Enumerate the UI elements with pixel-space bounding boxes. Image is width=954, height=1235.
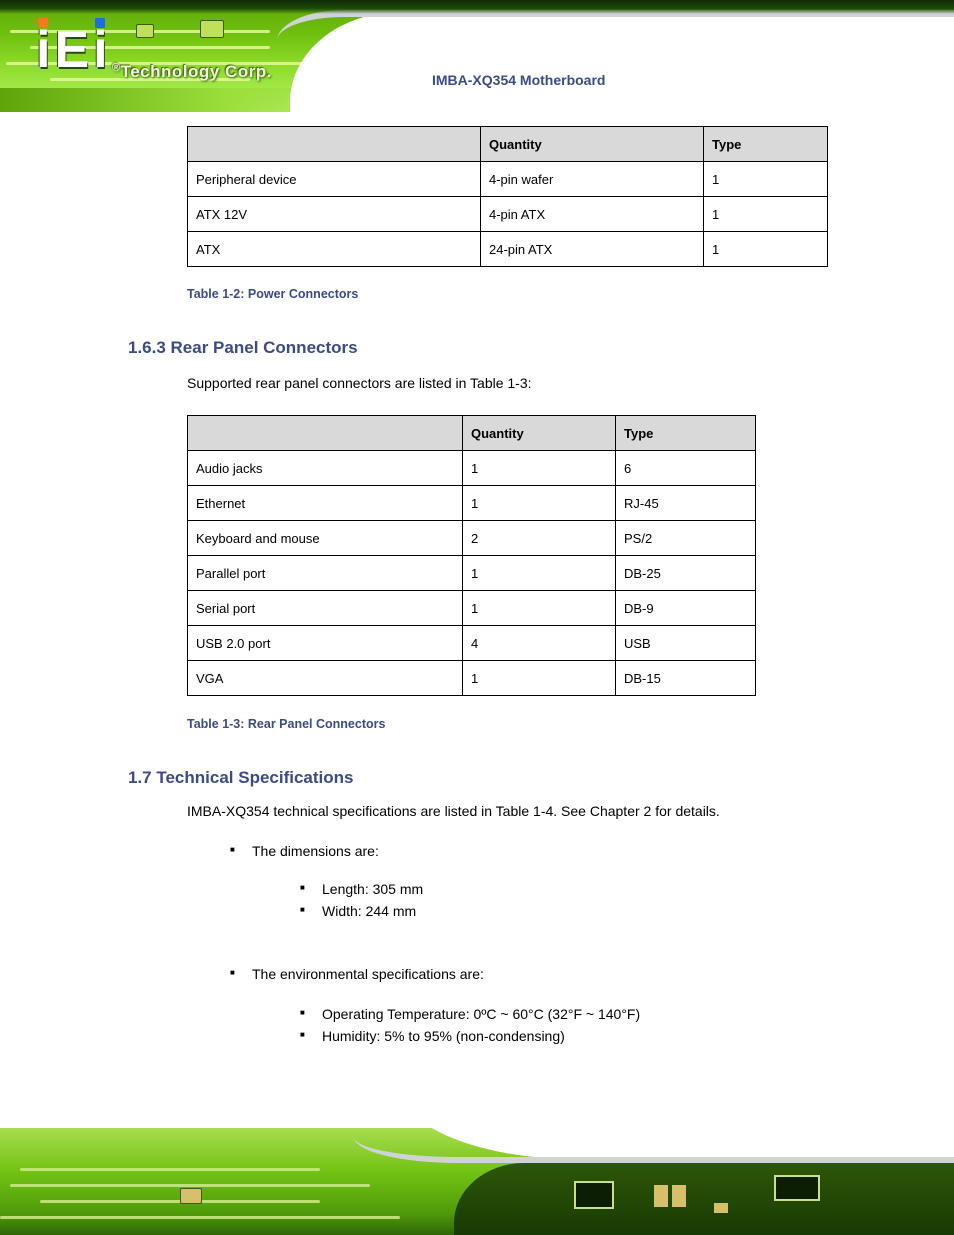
cell-label: ATX 12V <box>188 197 481 232</box>
table-row: ATX 12V 4-pin ATX 1 <box>188 197 828 232</box>
table-caption: Table 1-2: Power Connectors <box>187 287 358 301</box>
cell-label: ATX <box>188 232 481 267</box>
power-connectors-table: Quantity Type Peripheral device 4-pin wa… <box>187 126 828 267</box>
cell-type: USB <box>616 626 756 661</box>
table-row: Serial port1DB-9 <box>188 591 756 626</box>
dimensions-list: The dimensions are: <box>230 843 379 883</box>
pcb-trace <box>20 1168 320 1171</box>
list-item: The dimensions are: <box>230 843 379 859</box>
cell-type: 1 <box>704 232 828 267</box>
brand-subtitle-text: Technology Corp. <box>121 62 272 81</box>
table-row: ATX 24-pin ATX 1 <box>188 232 828 267</box>
header-pcb-band: i E i ®Technology Corp. <box>0 0 954 112</box>
cell-qty: 4-pin ATX <box>481 197 704 232</box>
cell-type: 1 <box>704 197 828 232</box>
table-row: Keyboard and mouse2PS/2 <box>188 521 756 556</box>
table-row: Audio jacks16 <box>188 451 756 486</box>
cell-qty: 24-pin ATX <box>481 232 704 267</box>
environment-list: The environmental specifications are: <box>230 966 484 1006</box>
col-quantity: Quantity <box>481 127 704 162</box>
cell-qty: 4-pin wafer <box>481 162 704 197</box>
chip-icon <box>574 1181 614 1209</box>
logo-glyph: E <box>54 24 89 76</box>
cell-type: 6 <box>616 451 756 486</box>
cell-label: Parallel port <box>188 556 463 591</box>
cell-qty: 2 <box>463 521 616 556</box>
footer-swoop-edge <box>354 1137 954 1163</box>
pcb-pad <box>714 1203 728 1213</box>
logo-glyph: i <box>36 21 50 79</box>
pcb-pad <box>200 20 224 38</box>
product-title: IMBA-XQ354 Motherboard <box>432 72 605 88</box>
cell-label: Audio jacks <box>188 451 463 486</box>
logo-glyph: i <box>93 21 107 79</box>
list-item: Length: 305 mm <box>300 881 423 897</box>
footer-pcb-band <box>0 1128 954 1235</box>
cell-label: Ethernet <box>188 486 463 521</box>
pcb-trace <box>10 1184 370 1187</box>
table-row: Ethernet1RJ-45 <box>188 486 756 521</box>
table-header-row: Quantity Type <box>188 127 828 162</box>
footer-dark-panel <box>454 1163 954 1235</box>
table-row: Parallel port1DB-25 <box>188 556 756 591</box>
table-caption: Table 1-3: Rear Panel Connectors <box>187 717 385 731</box>
registered-icon: ® <box>112 62 121 74</box>
cell-label: Serial port <box>188 591 463 626</box>
table-row: Peripheral device 4-pin wafer 1 <box>188 162 828 197</box>
cell-label: USB 2.0 port <box>188 626 463 661</box>
brand-subtitle: ®Technology Corp. <box>112 62 272 82</box>
cell-qty: 1 <box>463 556 616 591</box>
rear-connectors-table: Quantity Type Audio jacks16 Ethernet1RJ-… <box>187 415 756 696</box>
cell-qty: 1 <box>463 661 616 696</box>
cell-qty: 1 <box>463 486 616 521</box>
pcb-pad <box>672 1185 686 1207</box>
cell-type: 1 <box>704 162 828 197</box>
table-row: USB 2.0 port4USB <box>188 626 756 661</box>
col-quantity: Quantity <box>463 416 616 451</box>
cell-type: DB-15 <box>616 661 756 696</box>
cell-type: DB-25 <box>616 556 756 591</box>
pcb-trace <box>0 1216 400 1219</box>
cell-label: Keyboard and mouse <box>188 521 463 556</box>
rear-intro: Supported rear panel connectors are list… <box>187 374 827 394</box>
cell-qty: 1 <box>463 451 616 486</box>
list-item: The environmental specifications are: <box>230 966 484 982</box>
cell-qty: 1 <box>463 591 616 626</box>
cell-label: Peripheral device <box>188 162 481 197</box>
cell-type: DB-9 <box>616 591 756 626</box>
col-blank <box>188 127 481 162</box>
environment-values-list: Operating Temperature: 0ºC ~ 60°C (32°F … <box>300 1006 640 1050</box>
brand-logo: i E i <box>36 24 108 76</box>
tech-specs-intro: IMBA-XQ354 technical specifications are … <box>187 802 887 822</box>
col-type: Type <box>704 127 828 162</box>
pcb-pad <box>180 1188 202 1204</box>
cell-type: PS/2 <box>616 521 756 556</box>
header-swoop-edge <box>277 10 954 40</box>
pcb-pad <box>136 24 154 38</box>
list-item: Humidity: 5% to 95% (non-condensing) <box>300 1028 640 1044</box>
cell-qty: 4 <box>463 626 616 661</box>
table-header-row: Quantity Type <box>188 416 756 451</box>
col-blank <box>188 416 463 451</box>
table-row: VGA1DB-15 <box>188 661 756 696</box>
list-item: Width: 244 mm <box>300 903 423 919</box>
chip-icon <box>774 1175 820 1201</box>
cell-label: VGA <box>188 661 463 696</box>
dimensions-values-list: Length: 305 mm Width: 244 mm <box>300 881 423 925</box>
cell-type: RJ-45 <box>616 486 756 521</box>
section-heading-rear: 1.6.3 Rear Panel Connectors <box>128 338 358 358</box>
col-type: Type <box>616 416 756 451</box>
section-heading-tech-specs: 1.7 Technical Specifications <box>128 768 354 788</box>
pcb-pad <box>654 1185 668 1207</box>
list-item: Operating Temperature: 0ºC ~ 60°C (32°F … <box>300 1006 640 1022</box>
